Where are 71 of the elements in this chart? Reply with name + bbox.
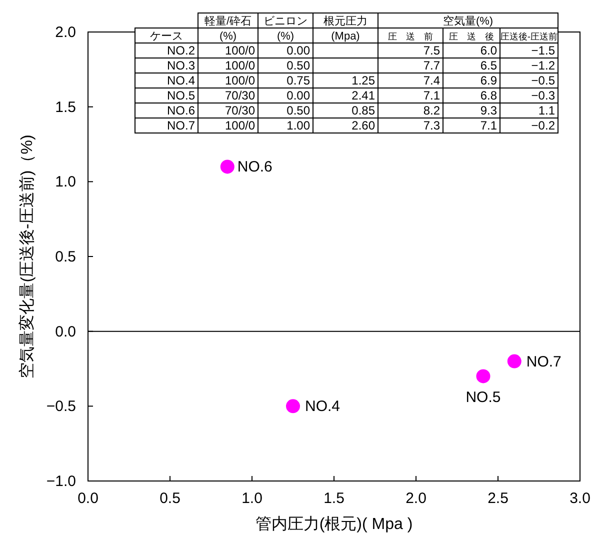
x-tick-label: 1.5 [324, 490, 344, 507]
x-tick-label: 2.5 [488, 490, 508, 507]
y-axis-title: 空気量変化量(圧送後-圧送前)（%) [18, 134, 36, 378]
x-tick-label: 1.0 [242, 490, 262, 507]
annotation: 6.8 [480, 88, 498, 102]
annotation: 0.75 [286, 74, 310, 88]
annotation: 100/0 [224, 58, 256, 72]
annotation: 0.50 [286, 58, 310, 72]
y-tick-label: 0.5 [55, 248, 76, 266]
x-tick-label: 2.0 [406, 490, 426, 507]
annotation: 7.3 [423, 118, 440, 132]
annotation: 7.4 [423, 74, 440, 88]
annotation: 9.3 [480, 104, 498, 118]
annotation: NO.4 [166, 74, 196, 88]
x-axis-title: 管内圧力(根元)( Mpa ) [255, 515, 413, 533]
annotation: −0.5 [531, 74, 556, 88]
annotation: 70/30 [224, 104, 256, 118]
annotation: 1.1 [538, 104, 556, 118]
annotation: 6.0 [480, 44, 498, 58]
y-tick-label: −1.0 [46, 473, 76, 490]
annotation: 圧 送 後 [449, 32, 494, 42]
annotation: NO.3 [166, 58, 196, 72]
annotation: −0.3 [531, 88, 556, 102]
annotation: 70/30 [224, 88, 256, 102]
annotation: NO.4 [305, 398, 340, 416]
annotation: 100/0 [224, 118, 256, 132]
y-tick-label: −0.5 [46, 398, 76, 416]
annotation: 7.7 [423, 58, 440, 72]
annotation: ケース [150, 30, 183, 42]
annotation: 圧 送 前 [388, 32, 433, 42]
annotation: 0.50 [286, 104, 310, 118]
annotation: 2.41 [352, 88, 376, 102]
x-tick-label: 0.0 [78, 490, 98, 507]
text: 軽量/砕石 [204, 16, 252, 28]
text: 空気量(%) [442, 14, 494, 28]
y-tick-label: 2.0 [55, 24, 76, 41]
annotation: −1.2 [531, 58, 556, 72]
annotation: (Mpa) [331, 30, 360, 42]
annotation: 0.00 [286, 44, 310, 58]
annotation: NO.7 [166, 118, 196, 132]
annotation: NO.5 [466, 389, 501, 406]
annotation: (%) [276, 30, 294, 42]
annotation: 2.60 [352, 118, 376, 132]
annotation: 0.00 [286, 88, 310, 102]
annotation: 6.9 [480, 74, 498, 88]
annotation: 7.1 [423, 88, 440, 102]
annotation: NO.6 [237, 158, 272, 176]
annotation: (%) [219, 30, 237, 42]
annotation: NO.7 [526, 353, 562, 370]
annotation: NO.5 [166, 88, 196, 102]
annotation: 100/0 [224, 74, 256, 88]
annotation: 8.2 [423, 104, 440, 118]
y-tick-label: 0.0 [55, 323, 76, 340]
annotation: NO.6 [166, 104, 196, 118]
y-tick-label: 1.0 [55, 174, 76, 191]
annotation: 0.85 [352, 104, 376, 118]
annotation: 100/0 [224, 44, 256, 58]
annotation: −1.5 [531, 44, 556, 58]
annotation: 7.1 [480, 118, 498, 132]
text: ビニロン [264, 16, 308, 28]
annotation: 1.25 [352, 74, 376, 88]
y-tick-label: 1.5 [55, 98, 76, 116]
annotation: 7.5 [423, 44, 440, 58]
x-tick-label: 0.5 [160, 490, 180, 507]
annotation: 1.00 [286, 118, 310, 132]
annotation: 圧送後-圧送前 [500, 32, 558, 42]
annotation: −0.2 [531, 118, 556, 132]
annotation: 6.5 [480, 58, 498, 72]
x-tick-label: 3.0 [570, 490, 590, 507]
text: 根元圧力 [324, 14, 368, 28]
annotation: NO.2 [166, 44, 196, 58]
